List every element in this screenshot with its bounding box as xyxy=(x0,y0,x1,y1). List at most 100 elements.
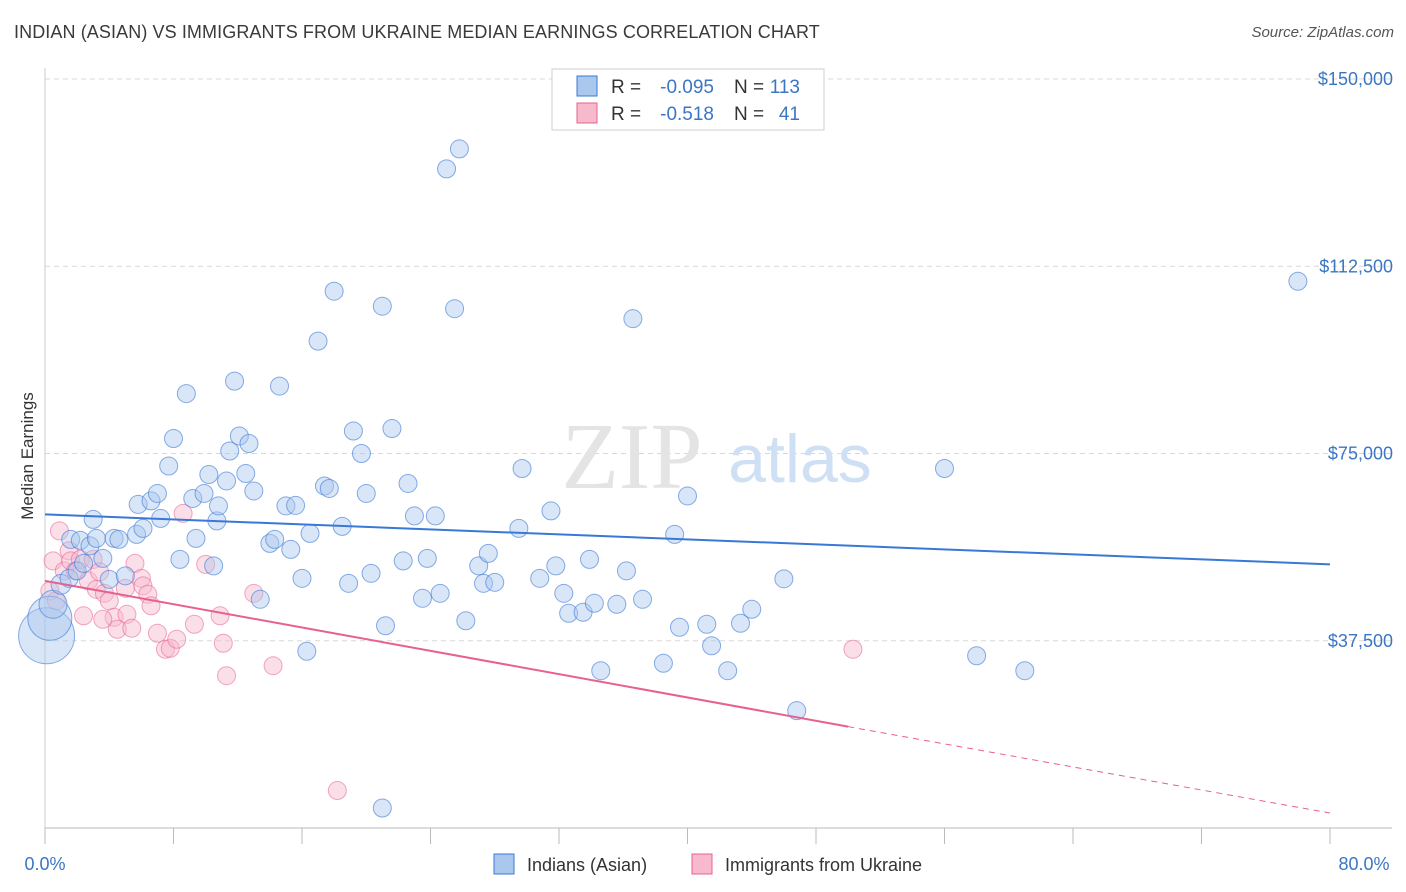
ukraine-point-40 xyxy=(93,609,113,629)
indian-point-80 xyxy=(512,458,532,478)
watermark: ZIP atlas xyxy=(562,405,872,509)
y-tick-label-2: $112,500 xyxy=(1319,256,1393,276)
bottom-legend: Indians (Asian) Immigrants from Ukraine xyxy=(493,853,922,875)
indian-point-82 xyxy=(541,501,561,521)
indian-point-104 xyxy=(787,701,807,721)
x-tick-label-min: 0.0% xyxy=(24,854,65,874)
indian-point-12 xyxy=(93,548,113,568)
ukraine-point-32 xyxy=(196,554,216,574)
indian-point-79 xyxy=(509,518,529,538)
indian-point-71 xyxy=(437,159,457,179)
indian-point-95 xyxy=(665,524,685,544)
indian-point-97 xyxy=(678,486,697,506)
indian-point-4 xyxy=(59,568,79,588)
indian-point-9 xyxy=(80,536,100,556)
indian-point-63 xyxy=(382,419,402,439)
ukraine-point-33 xyxy=(210,606,230,626)
indian-point-13 xyxy=(99,569,119,589)
bottom-legend-swatch-blue xyxy=(493,853,515,875)
indian-point-60 xyxy=(361,563,381,583)
indian-point-106 xyxy=(967,646,987,666)
indian-point-67 xyxy=(412,588,432,608)
indian-point-51 xyxy=(308,331,328,351)
indian-point-91 xyxy=(616,561,636,581)
indian-point-0 xyxy=(18,607,76,665)
indian-point-59 xyxy=(356,483,376,503)
ukraine-point-29 xyxy=(167,629,187,649)
indian-point-50 xyxy=(300,523,320,543)
y-tick-label-3: $150,000 xyxy=(1318,69,1393,89)
ukraine-point-34 xyxy=(213,633,233,653)
indian-point-88 xyxy=(584,593,604,613)
indian-point-52 xyxy=(314,476,334,496)
indian-point-39 xyxy=(239,434,259,454)
indian-point-46 xyxy=(281,539,301,559)
indian-point-103 xyxy=(774,569,794,589)
indian-point-5 xyxy=(61,529,81,549)
indian-point-45 xyxy=(276,496,296,516)
indian-point-48 xyxy=(292,568,312,588)
indian-point-25 xyxy=(170,549,190,569)
ukraine-point-9 xyxy=(74,606,94,626)
indian-point-96 xyxy=(669,617,689,637)
ukraine-point-30 xyxy=(173,503,193,523)
legend-n-value-2: 41 xyxy=(779,104,800,125)
indian-point-105 xyxy=(935,458,954,478)
indian-point-107 xyxy=(1015,661,1035,681)
x-tick-labels: 0.0% 80.0% xyxy=(24,854,1389,874)
indian-point-56 xyxy=(339,573,359,593)
indian-point-101 xyxy=(731,613,751,633)
ukraine-point-17 xyxy=(107,619,127,639)
legend-n-label-2: N = xyxy=(734,104,764,125)
ukraine-point-37 xyxy=(263,656,283,676)
indian-point-102 xyxy=(742,599,762,619)
y-axis-label: Median Earnings xyxy=(18,392,37,520)
indian-point-77 xyxy=(478,543,498,563)
indian-point-10 xyxy=(83,509,103,529)
y-tick-labels: $37,500 $75,000 $112,500 $150,000 xyxy=(1318,69,1393,651)
gridlines xyxy=(45,78,1392,642)
indian-point-21 xyxy=(147,483,167,503)
indian-point-90 xyxy=(607,594,627,614)
indian-point-74 xyxy=(456,611,476,631)
chart-title: INDIAN (ASIAN) VS IMMIGRANTS FROM UKRAIN… xyxy=(14,22,820,42)
indian-point-30 xyxy=(199,464,219,484)
indian-point-53 xyxy=(319,478,339,498)
indian-point-81 xyxy=(530,568,550,588)
legend-swatch-blue xyxy=(576,75,598,97)
legend-n-label-1: N = xyxy=(734,77,764,98)
indian-point-108 xyxy=(1288,271,1308,291)
indian-point-68 xyxy=(417,548,437,568)
indian-point-109 xyxy=(372,798,392,818)
indian-point-85 xyxy=(559,603,579,623)
y-tick-label-0: $37,500 xyxy=(1328,631,1393,651)
indian-point-35 xyxy=(220,441,240,461)
legend-swatch-pink xyxy=(576,102,598,124)
indian-point-11 xyxy=(86,528,106,548)
indian-point-31 xyxy=(204,556,224,576)
ukraine-point-31 xyxy=(184,614,204,634)
indian-point-93 xyxy=(633,589,653,609)
indian-point-98 xyxy=(697,614,717,634)
indian-point-16 xyxy=(115,566,135,586)
indian-point-40 xyxy=(244,481,264,501)
ukraine-points xyxy=(40,503,863,801)
indian-point-37 xyxy=(229,426,249,446)
indian-point-64 xyxy=(393,551,413,571)
indian-point-15 xyxy=(109,529,129,549)
indian-point-73 xyxy=(449,139,469,159)
indian-point-65 xyxy=(398,473,418,493)
ukraine-point-35 xyxy=(217,666,237,686)
watermark-zip: ZIP xyxy=(562,405,703,509)
indian-point-54 xyxy=(324,281,344,301)
indian-point-61 xyxy=(372,296,392,316)
legend-n-value-1: 113 xyxy=(770,77,800,98)
ukraine-point-39 xyxy=(843,639,863,659)
y-tick-label-1: $75,000 xyxy=(1328,444,1393,464)
x-tick-label-max: 80.0% xyxy=(1338,854,1389,874)
indian-point-34 xyxy=(217,471,237,491)
indian-point-84 xyxy=(554,583,574,603)
indian-point-23 xyxy=(159,456,179,476)
indian-point-94 xyxy=(653,653,673,673)
